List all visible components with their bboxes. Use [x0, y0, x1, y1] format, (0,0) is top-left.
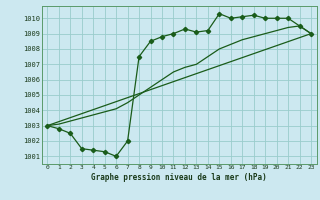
X-axis label: Graphe pression niveau de la mer (hPa): Graphe pression niveau de la mer (hPa) — [91, 173, 267, 182]
